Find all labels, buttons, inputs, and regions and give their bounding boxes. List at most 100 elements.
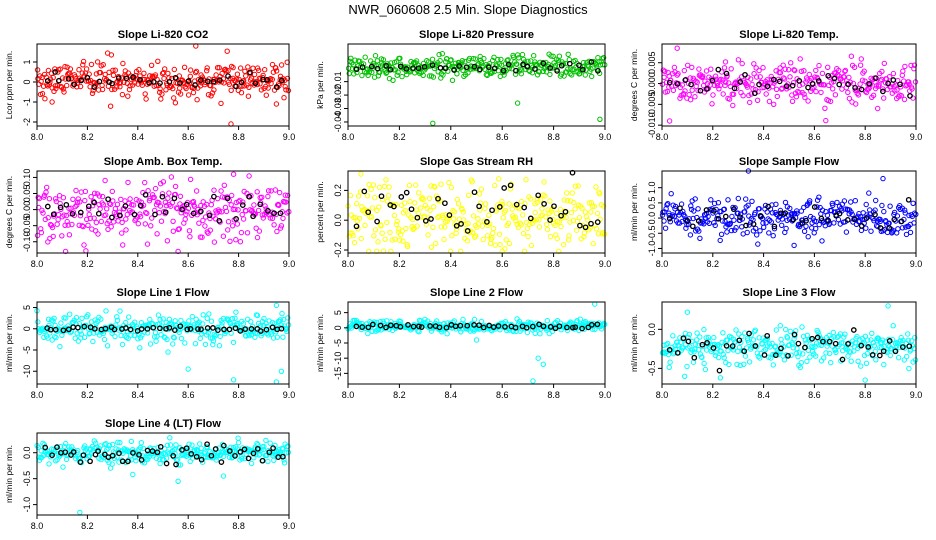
- data-point: [34, 232, 41, 239]
- data-point: [564, 327, 571, 334]
- data-point: [715, 200, 722, 206]
- y-tick-label: -1.0: [647, 241, 657, 257]
- highlight-point: [221, 326, 227, 333]
- data-point: [855, 213, 861, 220]
- data-point: [376, 204, 382, 210]
- points-group: [34, 302, 292, 385]
- data-point: [406, 182, 413, 189]
- highlight-point: [577, 222, 583, 229]
- data-point: [888, 84, 894, 90]
- data-point: [139, 82, 146, 88]
- y-tick-label: -2: [22, 118, 32, 126]
- plot-frame: [347, 170, 606, 254]
- data-point: [86, 206, 92, 212]
- data-point: [278, 223, 285, 229]
- highlight-point: [71, 81, 78, 88]
- data-point: [771, 226, 778, 232]
- data-point: [108, 52, 115, 58]
- data-point: [736, 344, 743, 351]
- data-point: [87, 215, 94, 222]
- highlight-point: [415, 65, 422, 72]
- data-point: [439, 212, 446, 219]
- data-point: [69, 221, 75, 228]
- x-tick-label: 8.2: [81, 132, 94, 142]
- outlier-point: [514, 100, 521, 106]
- highlight-point: [49, 452, 55, 459]
- data-point: [889, 346, 895, 352]
- data-point: [520, 56, 527, 63]
- data-point: [756, 67, 762, 74]
- outlier-point: [597, 116, 603, 123]
- data-point: [162, 66, 168, 72]
- data-point: [722, 82, 728, 89]
- data-point: [240, 216, 247, 222]
- data-point: [843, 229, 850, 235]
- data-point: [260, 446, 267, 453]
- data-point: [164, 442, 171, 449]
- x-tick-label: 9.0: [283, 390, 296, 400]
- data-point: [229, 192, 235, 199]
- data-point: [764, 209, 770, 215]
- highlight-point: [703, 207, 710, 213]
- data-point: [814, 204, 820, 210]
- highlight-point: [70, 449, 77, 455]
- y-tick-label: 0: [22, 326, 32, 331]
- highlight-point: [746, 330, 752, 337]
- highlight-point: [485, 64, 492, 70]
- data-point: [358, 235, 364, 242]
- data-point: [734, 85, 740, 92]
- y-tick-label: -0.2: [333, 242, 343, 258]
- highlight-point: [247, 69, 253, 76]
- highlight-point: [391, 203, 397, 210]
- data-point: [858, 214, 864, 220]
- data-point: [209, 90, 216, 96]
- highlight-point: [403, 189, 410, 196]
- x-tick-label: 8.8: [859, 390, 872, 400]
- data-point: [691, 349, 697, 355]
- data-point: [875, 105, 881, 112]
- data-point: [719, 218, 726, 224]
- data-point: [84, 216, 90, 223]
- data-point: [170, 85, 176, 92]
- highlight-point: [278, 77, 285, 84]
- data-point: [174, 80, 181, 87]
- highlight-point: [77, 459, 84, 465]
- data-point: [880, 86, 886, 92]
- data-point: [727, 220, 733, 227]
- y-axis-label: ml/min per min.: [629, 183, 639, 241]
- x-tick-label: 8.6: [182, 521, 195, 531]
- highlight-point: [566, 60, 573, 67]
- data-point: [365, 330, 371, 337]
- data-point: [836, 67, 842, 74]
- data-point: [88, 194, 94, 200]
- data-point: [77, 213, 84, 219]
- data-point: [519, 51, 526, 58]
- panel-4: Slope Amb. Box Temp.degrees C per min.8.…: [4, 156, 295, 269]
- highlight-point: [456, 63, 463, 69]
- highlight-point: [772, 352, 779, 359]
- data-point: [833, 349, 839, 355]
- data-point: [790, 80, 797, 86]
- data-point: [133, 458, 139, 464]
- data-point: [687, 232, 694, 238]
- data-point: [552, 222, 558, 229]
- data-point: [815, 329, 821, 335]
- data-point: [502, 207, 509, 214]
- data-point: [686, 331, 693, 338]
- data-point: [207, 335, 214, 341]
- outlier-point: [666, 118, 673, 124]
- data-point: [137, 444, 144, 451]
- data-point: [735, 57, 742, 63]
- data-point: [756, 335, 762, 341]
- data-point: [70, 196, 76, 203]
- data-point: [589, 73, 595, 80]
- outlier-point: [165, 349, 171, 355]
- data-point: [429, 56, 436, 62]
- highlight-point: [737, 79, 744, 85]
- data-point: [263, 437, 269, 444]
- highlight-point: [464, 322, 471, 329]
- data-point: [780, 75, 787, 81]
- data-point: [416, 329, 422, 335]
- data-point: [256, 228, 263, 234]
